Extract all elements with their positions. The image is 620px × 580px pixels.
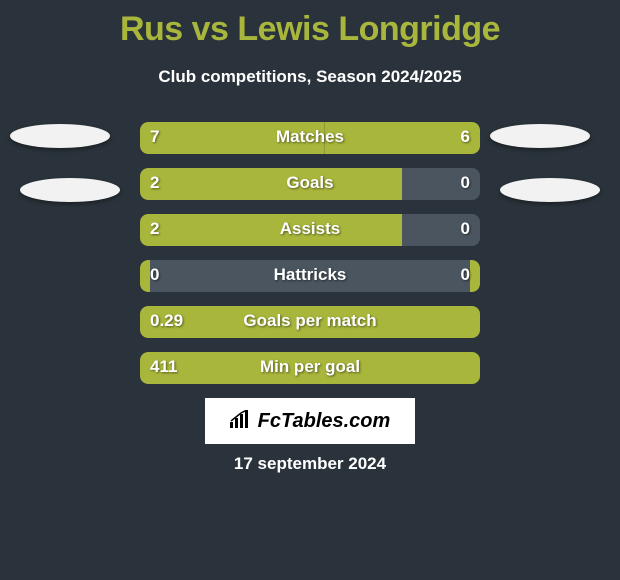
watermark-text: FcTables.com — [258, 410, 391, 433]
stat-label: Matches — [0, 127, 620, 147]
stats-container: 76Matches20Goals20Assists00Hattricks0.29… — [0, 122, 620, 398]
page-title: Rus vs Lewis Longridge — [0, 0, 620, 49]
stat-row: 20Goals — [0, 168, 620, 214]
stat-label: Assists — [0, 219, 620, 239]
date-label: 17 september 2024 — [0, 454, 620, 474]
stat-label: Goals — [0, 173, 620, 193]
chart-icon — [230, 410, 252, 433]
watermark: FcTables.com — [205, 398, 415, 444]
stat-label: Min per goal — [0, 357, 620, 377]
stat-label: Hattricks — [0, 265, 620, 285]
stat-row: 411Min per goal — [0, 352, 620, 398]
subtitle: Club competitions, Season 2024/2025 — [0, 67, 620, 87]
stat-row: 00Hattricks — [0, 260, 620, 306]
stat-row: 76Matches — [0, 122, 620, 168]
stat-row: 20Assists — [0, 214, 620, 260]
stat-label: Goals per match — [0, 311, 620, 331]
stat-row: 0.29Goals per match — [0, 306, 620, 352]
